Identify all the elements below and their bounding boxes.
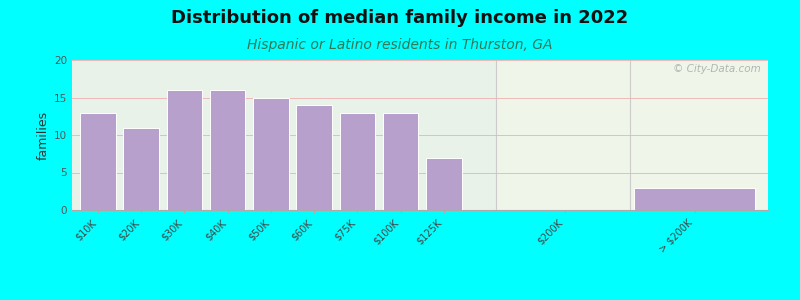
Bar bbox=[496, 60, 768, 210]
Y-axis label: families: families bbox=[37, 110, 50, 160]
Bar bbox=[339, 112, 375, 210]
Text: Hispanic or Latino residents in Thurston, GA: Hispanic or Latino residents in Thurston… bbox=[247, 38, 553, 52]
Bar bbox=[123, 128, 159, 210]
Text: Distribution of median family income in 2022: Distribution of median family income in … bbox=[171, 9, 629, 27]
Bar bbox=[426, 158, 462, 210]
Bar bbox=[383, 112, 418, 210]
Bar bbox=[253, 98, 289, 210]
Bar bbox=[634, 188, 755, 210]
Bar bbox=[80, 112, 116, 210]
Text: © City-Data.com: © City-Data.com bbox=[674, 64, 761, 74]
Bar bbox=[166, 90, 202, 210]
Bar bbox=[72, 60, 496, 210]
Bar bbox=[210, 90, 246, 210]
Bar bbox=[296, 105, 332, 210]
